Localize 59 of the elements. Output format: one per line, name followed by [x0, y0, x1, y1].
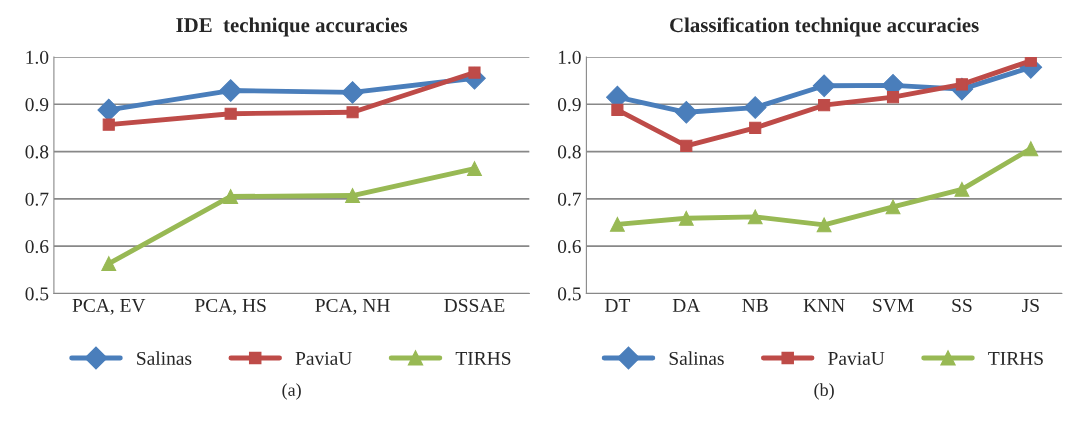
y-tick-label: 0.6	[25, 239, 49, 254]
legend-label: Salinas	[137, 351, 192, 365]
point	[345, 188, 361, 203]
x-tick-label: NB	[742, 299, 768, 312]
y-tick-label: 0.5	[557, 287, 581, 301]
point	[747, 209, 763, 225]
legend-label: TIRHS	[988, 351, 1043, 365]
y-tick-label: 0.9	[557, 98, 581, 112]
point	[812, 74, 836, 98]
x-tick-label: PCA, HS	[195, 298, 266, 315]
y-tick-label: 0.7	[25, 192, 49, 206]
legend-label: PaviaU	[828, 351, 885, 365]
point	[467, 161, 482, 177]
text: (b)	[814, 383, 834, 400]
point	[219, 79, 242, 102]
y-tick-label: 1.0	[26, 50, 49, 64]
y-tick-label: 0.9	[25, 98, 49, 112]
point	[818, 99, 831, 112]
y-tick-label: 0.5	[25, 287, 49, 301]
x-tick-label: SS	[952, 298, 972, 313]
point	[749, 121, 762, 134]
x-tick-label: PCA, EV	[72, 298, 146, 315]
x-tick-label: KNN	[803, 299, 845, 312]
point	[674, 100, 698, 124]
point	[678, 210, 694, 226]
chart-title: Classification technique accuracies	[670, 17, 979, 37]
x-tick-label: DA	[672, 298, 701, 312]
chart-title: IDE technique accuracies	[176, 17, 408, 37]
point	[743, 96, 767, 119]
point	[341, 81, 364, 104]
point	[680, 139, 693, 152]
y-tick-label: 0.6	[557, 239, 581, 254]
point	[223, 189, 239, 204]
point	[611, 103, 624, 116]
y-tick-label: 0.7	[557, 192, 581, 206]
y-tick-label: 0.8	[25, 145, 49, 159]
x-tick-label: DT	[605, 299, 631, 312]
x-tick-label: DSSAE	[444, 298, 505, 313]
point	[954, 181, 970, 197]
point	[885, 199, 901, 215]
x-tick-label: PCA, NH	[315, 298, 390, 315]
legend-label: TIRHS	[455, 351, 511, 365]
point	[609, 216, 625, 232]
legend-label: PaviaU	[295, 351, 352, 365]
point	[97, 98, 121, 122]
y-tick-label: 0.8	[557, 145, 581, 159]
x-tick-label: JS	[1022, 298, 1039, 313]
y-tick-label: 1.0	[558, 50, 581, 64]
point	[346, 106, 359, 119]
point	[101, 256, 117, 272]
text: (a)	[282, 383, 301, 400]
point	[816, 217, 832, 233]
legend-label: Salinas	[669, 351, 724, 365]
point	[1023, 141, 1039, 157]
x-tick-label: SVM	[873, 298, 914, 313]
point	[102, 118, 115, 131]
point	[224, 107, 237, 120]
point	[886, 91, 900, 104]
point	[1024, 56, 1037, 67]
